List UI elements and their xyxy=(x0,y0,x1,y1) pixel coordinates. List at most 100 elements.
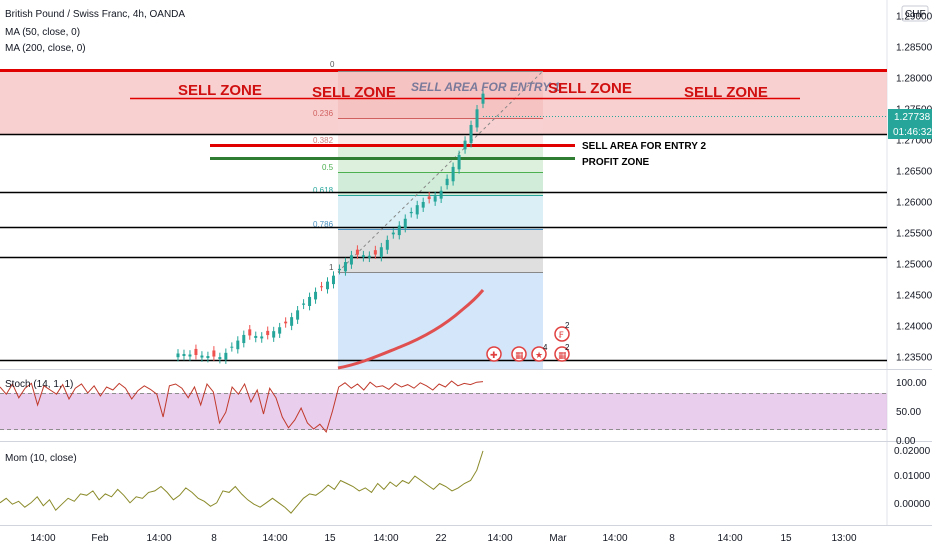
candle-body xyxy=(469,124,473,144)
time-tick: 14:00 xyxy=(373,533,398,544)
price-tick: 1.24000 xyxy=(896,322,932,333)
candle-body xyxy=(475,109,479,128)
candle-body xyxy=(391,232,395,235)
candle-body xyxy=(481,93,485,104)
candle-body xyxy=(457,154,461,170)
last-price-tag xyxy=(888,109,932,124)
stoch-tick-100: 100.00 xyxy=(896,378,927,389)
ma50-legend[interactable]: MA (50, close, 0) xyxy=(5,27,80,38)
candle-body xyxy=(367,255,371,258)
time-tick: 14:00 xyxy=(602,533,627,544)
candle-body xyxy=(242,334,246,344)
time-tick: 22 xyxy=(435,533,447,544)
candle-body xyxy=(230,346,234,348)
time-tick: 13:00 xyxy=(831,533,856,544)
mom-tick-002: 0.02000 xyxy=(894,446,931,457)
momentum-title[interactable]: Mom (10, close) xyxy=(5,453,77,464)
event-badge-b: 4 xyxy=(543,343,548,352)
price-tick: 1.25000 xyxy=(896,260,932,271)
candle-body xyxy=(337,268,341,271)
flag-icon-4-glyph: ▦ xyxy=(558,351,567,361)
price-tick: 1.26500 xyxy=(896,167,932,178)
candle-body xyxy=(355,249,359,255)
price-tick: 1.24500 xyxy=(896,291,932,302)
time-tick: 8 xyxy=(669,533,675,544)
candle-body xyxy=(218,357,222,360)
countdown-value: 01:46:32 xyxy=(893,127,932,138)
candle-body xyxy=(373,250,377,255)
fib-label-5: 0.5 xyxy=(322,163,334,172)
candle-body xyxy=(254,335,258,338)
stoch-band xyxy=(0,393,887,430)
time-tick: 14:00 xyxy=(146,533,171,544)
candle-body xyxy=(302,303,306,305)
momentum-line xyxy=(0,450,484,514)
flag-icon-glyph: ✚ xyxy=(490,351,498,361)
candle-body xyxy=(445,178,449,186)
mom-tick-001: 0.01000 xyxy=(894,471,931,482)
candle-body xyxy=(361,255,365,258)
candle-body xyxy=(272,331,276,338)
candle-body xyxy=(427,196,431,200)
fib-band-below xyxy=(338,272,543,369)
price-tick: 1.28500 xyxy=(896,43,932,54)
candle-body xyxy=(224,352,228,360)
price-tick: 1.29000 xyxy=(896,12,932,23)
candle-body xyxy=(463,140,467,150)
candle-body xyxy=(260,336,264,339)
candle-body xyxy=(176,353,180,358)
event-badge-a: 2 xyxy=(565,321,570,330)
candle-body xyxy=(451,166,455,182)
time-tick: 14:00 xyxy=(262,533,287,544)
candle-body xyxy=(248,329,252,336)
event-badge-c: 2 xyxy=(565,343,570,352)
fib-retracement[interactable]: 0 0.236 0.382 0.5 0.618 0.786 1 xyxy=(313,60,544,369)
symbol-title[interactable]: British Pound / Swiss Franc, 4h, OANDA xyxy=(5,9,185,20)
ma200-legend[interactable]: MA (200, close, 0) xyxy=(5,43,86,54)
candle-body xyxy=(314,291,318,300)
fib-label-1: 1 xyxy=(329,263,334,272)
candle-body xyxy=(331,275,335,285)
candle-body xyxy=(266,330,270,336)
flag-icon[interactable] xyxy=(486,346,502,362)
candle-body xyxy=(379,247,383,258)
candle-body xyxy=(403,218,407,229)
time-tick: 15 xyxy=(780,533,792,544)
currency-button[interactable] xyxy=(901,5,929,22)
time-tick: 15 xyxy=(324,533,336,544)
flag-icon-3-glyph: ★ xyxy=(535,351,543,361)
candle-body xyxy=(200,355,204,358)
candles[interactable] xyxy=(176,89,485,364)
candle-body xyxy=(343,262,347,272)
sell-zone-label-2: SELL ZONE xyxy=(312,84,396,101)
ma-line xyxy=(337,289,485,370)
candle-body xyxy=(194,348,198,356)
candle-body xyxy=(284,321,288,324)
mom-tick-000: 0.00000 xyxy=(894,499,931,510)
fib-band-236-382 xyxy=(338,118,543,145)
candle-body xyxy=(320,286,324,288)
profit-zone-label: PROFIT ZONE xyxy=(582,157,650,168)
price-tick: 1.23500 xyxy=(896,353,932,364)
candle-body xyxy=(308,296,312,306)
flag-icon-2[interactable] xyxy=(511,346,527,362)
sell-zone-label-3: SELL ZONE xyxy=(548,80,632,97)
price-axis[interactable] xyxy=(887,0,932,525)
stoch-title[interactable]: Stoch (14, 1, 1) xyxy=(5,379,73,390)
candle-body xyxy=(385,239,389,250)
candle-body xyxy=(439,190,443,199)
candle-body xyxy=(236,340,240,350)
price-tick: 1.28000 xyxy=(896,74,932,85)
candle-body xyxy=(326,281,330,290)
time-tick: Mar xyxy=(549,533,567,544)
countdown-tag xyxy=(888,124,932,139)
flag-icon-4[interactable] xyxy=(554,346,570,362)
flag-icon-3[interactable] xyxy=(531,346,547,362)
candle-body xyxy=(212,350,216,357)
event-icons[interactable]: ✚ ▦ ★ 4 ▦ 2 ₣ 2 xyxy=(486,321,570,362)
fib-band-5-618 xyxy=(338,172,543,195)
fib-band-786-1 xyxy=(338,229,543,272)
currency-event-icon[interactable] xyxy=(554,326,570,342)
time-tick: 14:00 xyxy=(30,533,55,544)
